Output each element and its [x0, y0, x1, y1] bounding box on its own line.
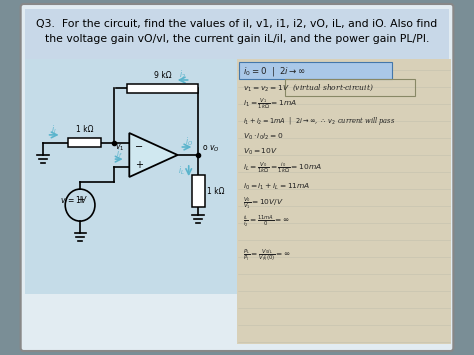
FancyBboxPatch shape — [128, 83, 198, 93]
Text: $i_f$: $i_f$ — [116, 148, 122, 160]
Text: $i_L$: $i_L$ — [178, 165, 185, 177]
FancyBboxPatch shape — [25, 9, 449, 59]
Text: $i_L = \frac{V_0}{1k\Omega} = \frac{i_0}{1k\Omega} = 10mA$: $i_L = \frac{V_0}{1k\Omega} = \frac{i_0}… — [243, 160, 321, 176]
Text: $i_0 = 0$  |  $2i \rightarrow \infty$: $i_0 = 0$ | $2i \rightarrow \infty$ — [243, 65, 306, 77]
Text: $V_0 \cdot i_0 i_2 = 0$: $V_0 \cdot i_0 i_2 = 0$ — [243, 132, 283, 142]
Text: $v_i = 1V$: $v_i = 1V$ — [60, 194, 88, 207]
FancyBboxPatch shape — [191, 175, 204, 207]
Text: $\frac{P_L}{P_I} = \frac{V_0 i_L}{V_I I_I(0)} = \infty$: $\frac{P_L}{P_I} = \frac{V_0 i_L}{V_I I_… — [243, 247, 291, 263]
Text: o $v_O$: o $v_O$ — [202, 143, 219, 153]
Text: $i_2$: $i_2$ — [179, 69, 186, 81]
Polygon shape — [129, 133, 178, 177]
Text: $-$: $-$ — [134, 140, 143, 150]
FancyBboxPatch shape — [239, 62, 392, 79]
Text: Q3.  For the circuit, find the values of iI, v1, i1, i2, vO, iL, and iO. Also fi: Q3. For the circuit, find the values of … — [36, 19, 438, 29]
Text: $i_0 = i_1 + i_L = 11mA$: $i_0 = i_1 + i_L = 11mA$ — [243, 182, 310, 192]
Text: 1 kΩ: 1 kΩ — [75, 125, 93, 135]
Text: $V_0 = 10V$: $V_0 = 10V$ — [243, 147, 278, 157]
Text: +: + — [135, 160, 143, 170]
Text: $\frac{V_0}{V_1} = 10 V/V$: $\frac{V_0}{V_1} = 10 V/V$ — [243, 196, 283, 212]
FancyBboxPatch shape — [25, 59, 237, 294]
Text: $i_O$: $i_O$ — [185, 136, 193, 148]
FancyBboxPatch shape — [68, 138, 100, 147]
Text: +: + — [76, 195, 84, 205]
Text: 9 kΩ: 9 kΩ — [154, 71, 172, 80]
Text: $i_I$: $i_I$ — [51, 124, 57, 136]
Text: $v_1$: $v_1$ — [115, 143, 125, 153]
Text: $i_1 + i_2 = 1mA$  |  $2i\rightarrow\infty$, $\therefore$ $v_2$ current will pas: $i_1 + i_2 = 1mA$ | $2i\rightarrow\infty… — [243, 115, 395, 127]
Text: 1 kΩ: 1 kΩ — [207, 186, 225, 196]
Text: $i_1 = \frac{V_1}{1k\Omega} = 1mA$: $i_1 = \frac{V_1}{1k\Omega} = 1mA$ — [243, 97, 297, 111]
Text: $v_1 = v_2 = 1V$  (virtual short-circuit): $v_1 = v_2 = 1V$ (virtual short-circuit) — [243, 83, 374, 93]
FancyBboxPatch shape — [237, 59, 451, 344]
Text: the voltage gain vO/vI, the current gain iL/iI, and the power gain PL/PI.: the voltage gain vO/vI, the current gain… — [45, 34, 429, 44]
Text: $\frac{i_L}{i_2} = \frac{11mA}{0} = \infty$: $\frac{i_L}{i_2} = \frac{11mA}{0} = \inf… — [243, 214, 290, 230]
FancyBboxPatch shape — [21, 4, 453, 351]
